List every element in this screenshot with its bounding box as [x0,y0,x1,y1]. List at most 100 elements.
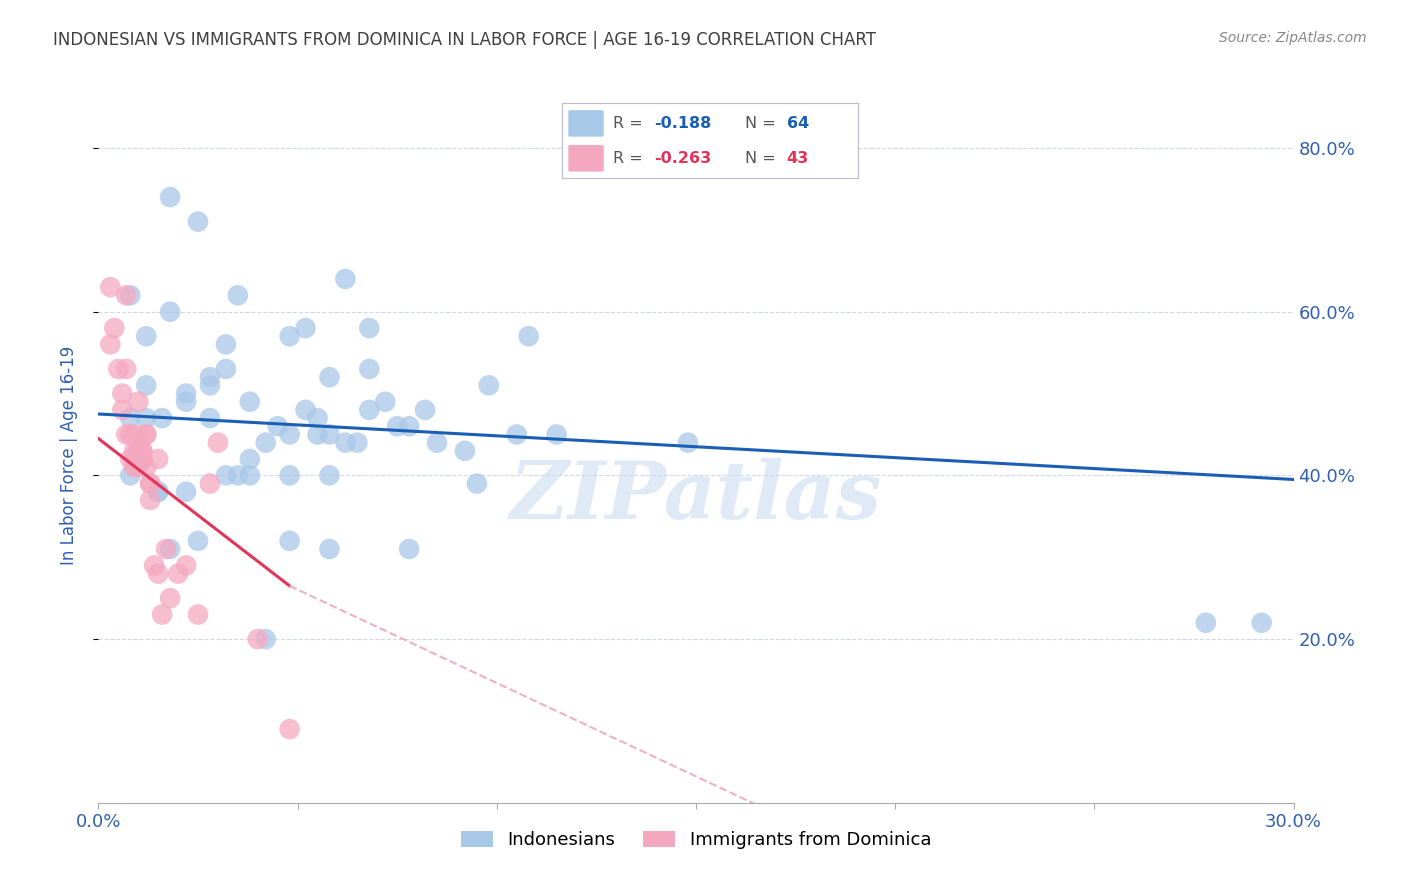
Point [278,722,301,736]
Point [359,362,381,376]
Point [267,419,290,434]
Point [135,411,157,425]
Point [254,435,277,450]
Text: R =: R = [613,116,648,131]
Point [307,411,329,425]
Point [148,484,170,499]
Point [385,419,409,434]
Point [278,329,301,343]
Point [207,435,229,450]
Point [454,443,477,458]
Point [135,378,157,392]
Point [115,288,138,302]
Point [215,362,238,376]
Point [131,452,153,467]
Point [239,452,262,467]
Point [187,533,209,548]
Point [1195,615,1218,630]
Point [174,386,197,401]
Point [198,476,221,491]
Text: R =: R = [613,151,648,166]
Point [124,460,146,475]
Point [187,607,209,622]
Point [107,362,129,376]
Point [478,378,501,392]
Point [135,460,157,475]
Point [676,435,699,450]
Legend: Indonesians, Immigrants from Dominica: Indonesians, Immigrants from Dominica [454,823,938,856]
Text: N =: N = [745,151,782,166]
Point [167,566,190,581]
Point [174,484,197,499]
Text: N =: N = [745,116,782,131]
Point [139,476,162,491]
Point [318,370,340,384]
Point [226,288,249,302]
Point [127,443,149,458]
Point [159,304,181,318]
Point [98,280,122,294]
Point [155,542,177,557]
Point [239,468,262,483]
Point [215,468,238,483]
Point [127,443,149,458]
Point [115,427,138,442]
Point [111,386,134,401]
Point [150,411,173,425]
Point [120,288,142,302]
Point [318,468,340,483]
Text: -0.188: -0.188 [654,116,711,131]
FancyBboxPatch shape [568,145,603,171]
Text: Source: ZipAtlas.com: Source: ZipAtlas.com [1219,31,1367,45]
Point [359,403,381,417]
Text: 64: 64 [787,116,808,131]
Point [120,452,142,467]
FancyBboxPatch shape [568,111,603,136]
Point [246,632,269,646]
Point [226,468,249,483]
Point [398,542,420,557]
Point [426,435,449,450]
Point [120,411,142,425]
Point [517,329,540,343]
Point [318,427,340,442]
Point [278,468,301,483]
Point [120,427,142,442]
Point [159,591,181,606]
Point [359,321,381,335]
Point [131,452,153,467]
Point [278,533,301,548]
Point [318,542,340,557]
Point [148,452,170,467]
Point [335,435,357,450]
Point [1250,615,1272,630]
Point [254,632,277,646]
Text: 43: 43 [787,151,808,166]
Point [98,337,122,351]
Point [120,468,142,483]
Point [335,272,357,286]
Point [198,378,221,392]
Point [127,460,149,475]
Point [135,329,157,343]
Point [215,337,238,351]
Point [346,435,368,450]
Point [294,321,316,335]
Point [198,370,221,384]
Point [150,607,173,622]
Point [139,476,162,491]
Point [398,419,420,434]
Point [131,443,153,458]
Text: INDONESIAN VS IMMIGRANTS FROM DOMINICA IN LABOR FORCE | AGE 16-19 CORRELATION CH: INDONESIAN VS IMMIGRANTS FROM DOMINICA I… [53,31,876,49]
Point [307,427,329,442]
Point [135,427,157,442]
Y-axis label: In Labor Force | Age 16-19: In Labor Force | Age 16-19 [59,345,77,565]
Point [506,427,529,442]
Point [131,443,153,458]
Point [159,542,181,557]
Point [465,476,488,491]
Point [127,435,149,450]
Point [135,427,157,442]
Point [124,427,146,442]
Text: -0.263: -0.263 [654,151,711,166]
